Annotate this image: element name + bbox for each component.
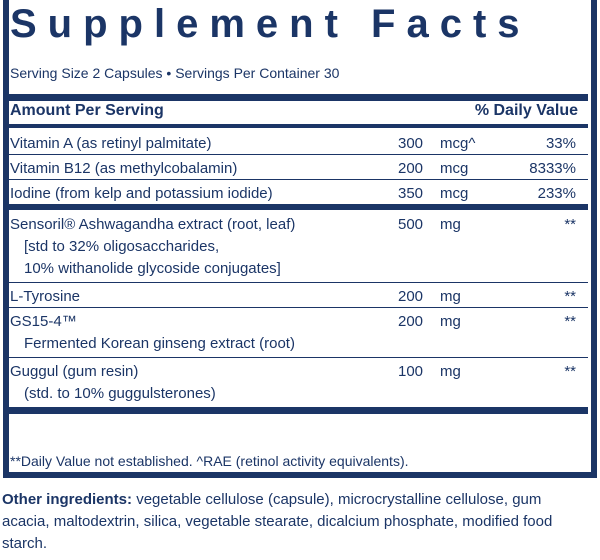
other-label: Other ingredients:	[2, 491, 133, 508]
row-rule	[6, 357, 588, 358]
divider	[6, 124, 588, 128]
serving: Serving Size 2 Capsules • Servings Per C…	[10, 65, 340, 81]
unit: mcg^	[440, 135, 476, 152]
daily-value: 8333%	[529, 160, 576, 177]
amount: 500	[398, 216, 424, 233]
amount: 100	[398, 363, 424, 380]
panel-frame	[3, 0, 597, 478]
amount: 200	[398, 313, 424, 330]
ingredient-name: Guggul (gum resin)	[10, 363, 139, 380]
ingredient-detail: [std to 32% oligosaccharides,	[24, 238, 220, 255]
amount: 300	[398, 135, 424, 152]
amount: 200	[398, 288, 424, 305]
footnote: **Daily Value not established. ^RAE (ret…	[10, 453, 409, 469]
divider	[6, 94, 588, 101]
daily-value: 33%	[545, 135, 576, 152]
ingredient-detail: 10% withanolide glycoside conjugates]	[24, 260, 281, 277]
row-rule	[6, 179, 588, 180]
unit: mg	[440, 288, 461, 305]
ingredient-name: L-Tyrosine	[10, 288, 81, 305]
unit: mg	[440, 363, 461, 380]
unit: mg	[440, 313, 461, 330]
ingredient-detail: Fermented Korean ginseng extract (root)	[24, 335, 295, 352]
ingredient-name: GS15-4™	[10, 313, 77, 330]
unit: mcg	[440, 185, 469, 202]
title: Supplement Facts	[10, 2, 531, 46]
other-text: vegetable cellulose (capsule), microcrys…	[2, 491, 553, 552]
divider	[6, 407, 588, 414]
daily-value: 233%	[537, 185, 576, 202]
row-rule	[6, 307, 588, 308]
daily-value: **	[564, 288, 576, 305]
ingredient-name: Sensoril® Ashwagandha extract (root, lea…	[10, 216, 296, 233]
divider	[6, 204, 588, 210]
row-rule	[6, 154, 588, 155]
ingredient-detail: (std. to 10% guggulsterones)	[24, 385, 216, 402]
row-rule	[6, 282, 588, 283]
ingredient-name: Vitamin B12 (as methylcobalamin)	[10, 160, 238, 177]
amount: 350	[398, 185, 424, 202]
header-dv: % Daily Value	[474, 102, 578, 119]
unit: mg	[440, 216, 461, 233]
amount: 200	[398, 160, 424, 177]
ingredient-name: Vitamin A (as retinyl palmitate)	[10, 135, 212, 152]
daily-value: **	[564, 363, 576, 380]
header-amount: Amount Per Serving	[10, 102, 164, 119]
ingredient-name: Iodine (from kelp and potassium iodide)	[10, 185, 273, 202]
daily-value: **	[564, 313, 576, 330]
daily-value: **	[564, 216, 576, 233]
other-ingredients: Other ingredients: vegetable cellulose (…	[2, 489, 592, 555]
unit: mcg	[440, 160, 469, 177]
